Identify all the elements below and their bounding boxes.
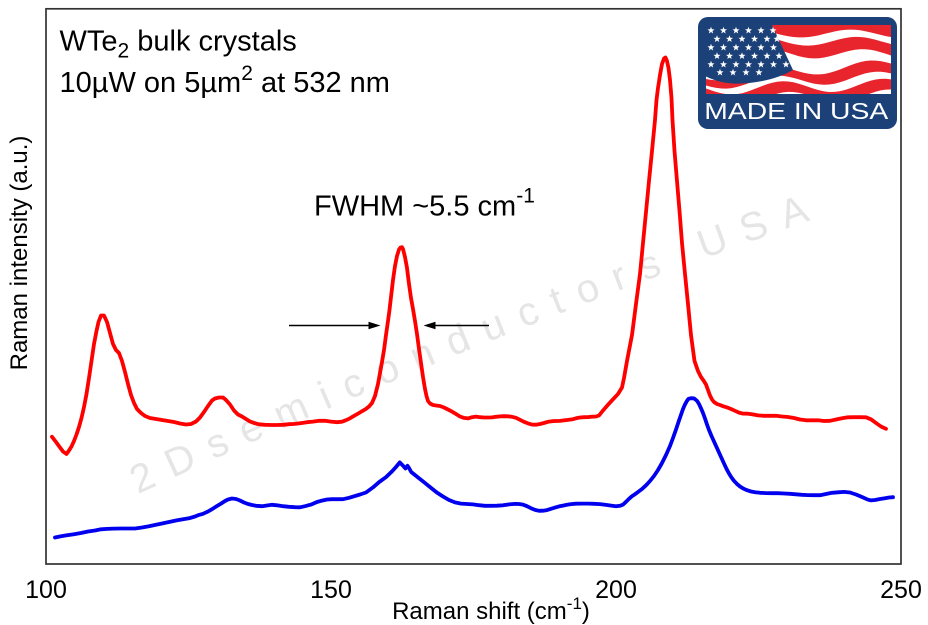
- svg-text:Raman intensity (a.u.): Raman intensity (a.u.): [6, 136, 33, 371]
- svg-text:150: 150: [310, 576, 352, 604]
- svg-text:MADE IN USA: MADE IN USA: [704, 98, 889, 124]
- svg-text:FWHM ~5.5 cm-1: FWHM ~5.5 cm-1: [314, 185, 535, 223]
- svg-text:WTe2 bulk crystals: WTe2 bulk crystals: [60, 26, 297, 63]
- svg-text:200: 200: [595, 576, 637, 604]
- svg-text:100: 100: [25, 576, 67, 604]
- svg-text:10µW on 5µm2 at 532 nm: 10µW on 5µm2 at 532 nm: [60, 62, 390, 99]
- svg-text:250: 250: [880, 576, 922, 604]
- svg-text:Raman shift (cm-1): Raman shift (cm-1): [392, 594, 590, 625]
